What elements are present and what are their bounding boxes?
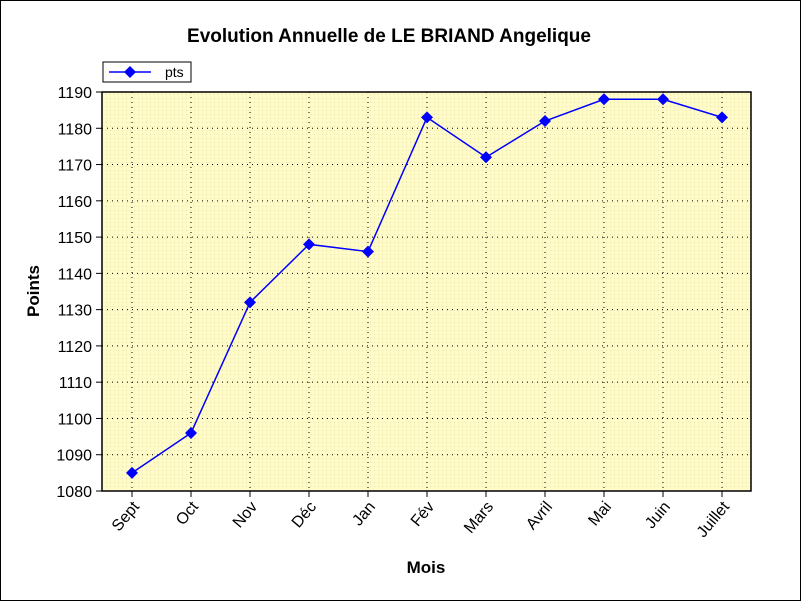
x-tick-label: Sept — [109, 498, 144, 535]
y-tick-label: 1190 — [58, 85, 93, 102]
x-tick-label: Juillet — [694, 498, 734, 541]
data-point-marker — [716, 111, 728, 124]
y-tick-label: 1110 — [59, 375, 92, 392]
data-point-marker — [126, 466, 138, 479]
x-tick-label: Fév — [408, 499, 438, 530]
y-tick-label: 1120 — [58, 339, 93, 356]
y-tick-label: 1080 — [56, 484, 92, 501]
y-tick-label: 1150 — [58, 230, 93, 247]
x-tick-label: Nov — [230, 499, 261, 532]
data-point-marker — [657, 93, 669, 106]
x-tick-label: Mai — [585, 499, 615, 530]
x-tick-label: Jan — [349, 499, 379, 530]
data-point-marker — [185, 426, 197, 439]
data-point-marker — [362, 245, 374, 258]
plot-frame — [101, 91, 752, 492]
data-point-marker — [480, 151, 492, 164]
y-tick-label: 1100 — [58, 411, 93, 428]
legend-diamond-icon — [124, 66, 136, 78]
x-tick-label: Avril — [523, 499, 556, 534]
y-tick-label: 1130 — [58, 303, 93, 320]
data-point-marker — [244, 296, 256, 309]
legend: pts — [102, 61, 192, 83]
x-axis-label: Mois — [407, 558, 446, 577]
y-axis-label: Points — [24, 265, 43, 317]
data-point-marker — [598, 93, 610, 106]
x-tick-label: Déc — [289, 499, 320, 532]
y-tick-label: 1170 — [58, 158, 93, 175]
data-point-marker — [539, 115, 551, 128]
y-tick-label: 1180 — [58, 121, 93, 138]
legend-series-label: pts — [165, 64, 184, 80]
chart-title: Evolution Annuelle de LE BRIAND Angeliqu… — [187, 26, 591, 47]
x-tick-label: Oct — [173, 498, 202, 528]
data-point-marker — [303, 238, 315, 251]
y-tick-label: 1160 — [58, 194, 93, 211]
x-tick-label: Juin — [642, 499, 674, 532]
plot-background — [102, 92, 751, 491]
plot-area: 1080 1090 1100 1110 1120 1130 1140 1150 1160 1170… — [56, 85, 752, 541]
y-tick-label: 1140 — [58, 266, 93, 283]
x-tick-label: Mars — [461, 499, 497, 537]
y-tick-label: 1090 — [56, 448, 92, 465]
data-point-marker — [421, 111, 433, 124]
